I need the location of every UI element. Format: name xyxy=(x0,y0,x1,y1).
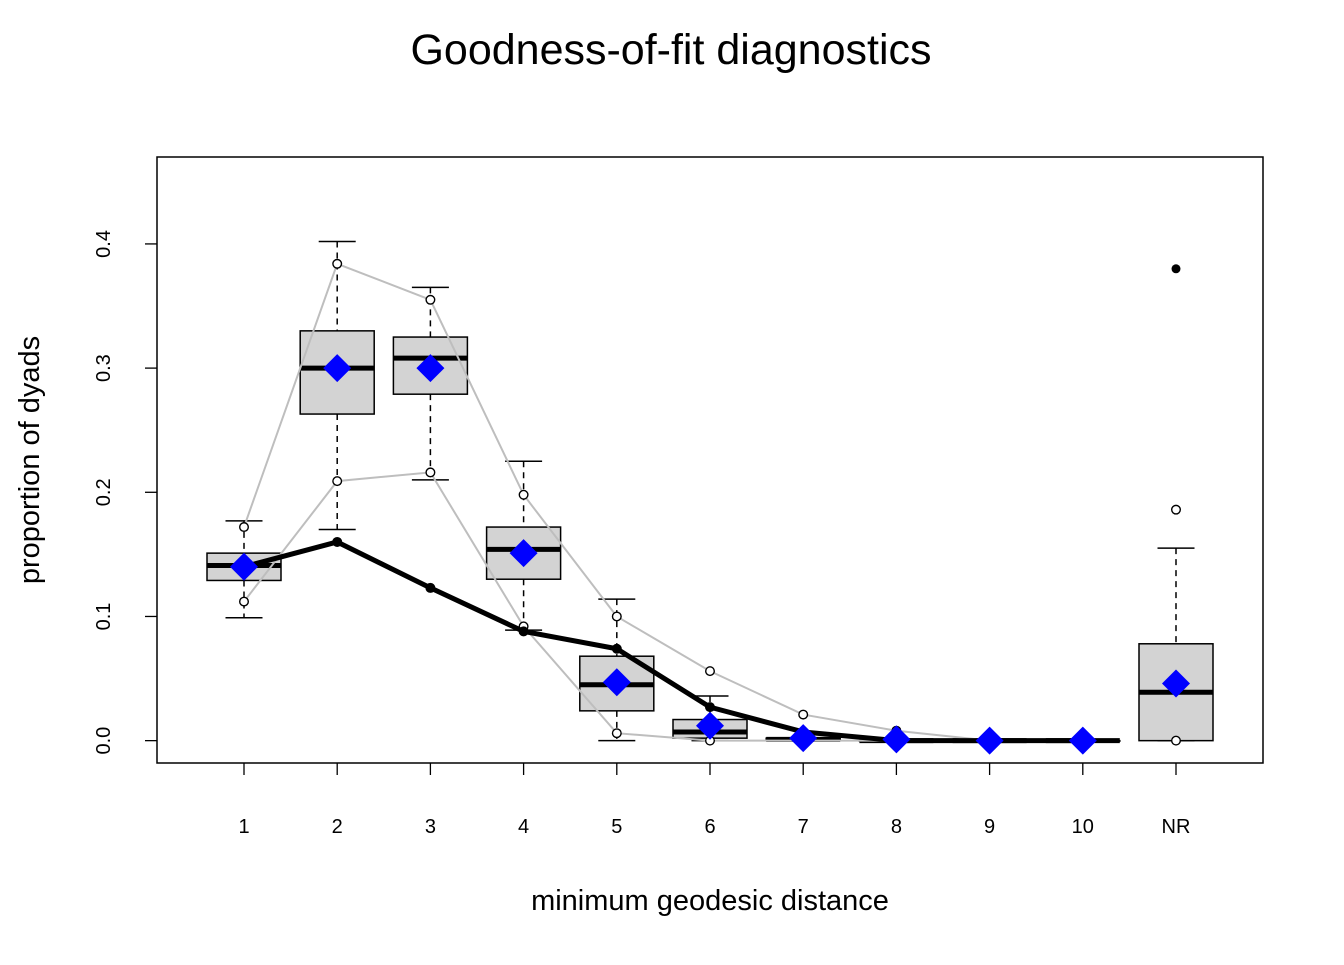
chart-title: Goodness-of-fit diagnostics xyxy=(410,26,931,74)
x-tick-label: 9 xyxy=(984,816,995,838)
y-tick-label: 0.4 xyxy=(93,230,115,258)
plot-area: 0.0 0.1 0.2 0.3 0.4 1 2 3 4 5 6 7 8 9 10 NR xyxy=(93,156,1264,838)
upper-bound-line xyxy=(243,262,1083,742)
y-axis-label: proportion of dyads xyxy=(14,336,46,584)
x-tick-label: 10 xyxy=(1072,816,1094,838)
upper-bound-point xyxy=(611,611,622,622)
mean-diamond xyxy=(882,725,911,754)
upper-bound-point xyxy=(518,489,529,500)
lower-bound-point xyxy=(425,467,436,478)
observed-point xyxy=(518,626,529,637)
x-tick-label: 5 xyxy=(611,816,622,838)
mean-diamond xyxy=(230,552,258,581)
upper-bound-point xyxy=(798,709,809,720)
mean-diamond xyxy=(696,711,724,740)
mean-diamond xyxy=(1162,669,1190,698)
observed-line xyxy=(243,539,1083,744)
upper-bound-point xyxy=(705,666,716,677)
mean-diamond xyxy=(602,668,631,697)
mean-diamond xyxy=(1068,726,1097,755)
nr-upper-bound-point xyxy=(1170,504,1181,515)
x-tick-label: 7 xyxy=(798,816,809,838)
x-tick-label: 1 xyxy=(238,816,249,838)
observed-point xyxy=(332,536,343,547)
mean-diamond xyxy=(975,726,1004,755)
mean-diamond xyxy=(789,724,818,753)
outlier-point xyxy=(1171,264,1181,274)
observed-point xyxy=(705,702,715,713)
lower-bound-point xyxy=(332,476,343,487)
nr-lower-bound-point xyxy=(1170,735,1181,746)
lower-bound-line xyxy=(243,471,1083,742)
upper-bound-point xyxy=(238,522,249,533)
y-tick-label: 0.2 xyxy=(93,478,115,506)
x-tick-label: 8 xyxy=(891,816,902,838)
x-tick-label: 6 xyxy=(704,816,715,838)
box-body xyxy=(392,336,469,395)
mean-diamond xyxy=(509,539,538,568)
x-tick-label: 2 xyxy=(332,816,343,838)
observed-point xyxy=(425,582,436,593)
upper-bound-point xyxy=(425,294,436,305)
upper-bound-point xyxy=(332,258,343,269)
x-tick-label: 3 xyxy=(425,816,436,838)
x-tick-label: 4 xyxy=(518,816,529,838)
lower-bound-point xyxy=(611,728,622,739)
y-tick-label: 0.3 xyxy=(93,354,115,382)
y-tick-label: 0.1 xyxy=(93,603,115,631)
mean-diamond xyxy=(323,354,352,383)
x-tick-label: NR xyxy=(1162,816,1191,838)
x-axis-label: minimum geodesic distance xyxy=(531,885,889,917)
mean-diamond xyxy=(416,354,445,383)
lower-bound-point xyxy=(238,596,249,607)
observed-point xyxy=(611,643,622,654)
y-tick-label: 0.0 xyxy=(93,727,115,755)
